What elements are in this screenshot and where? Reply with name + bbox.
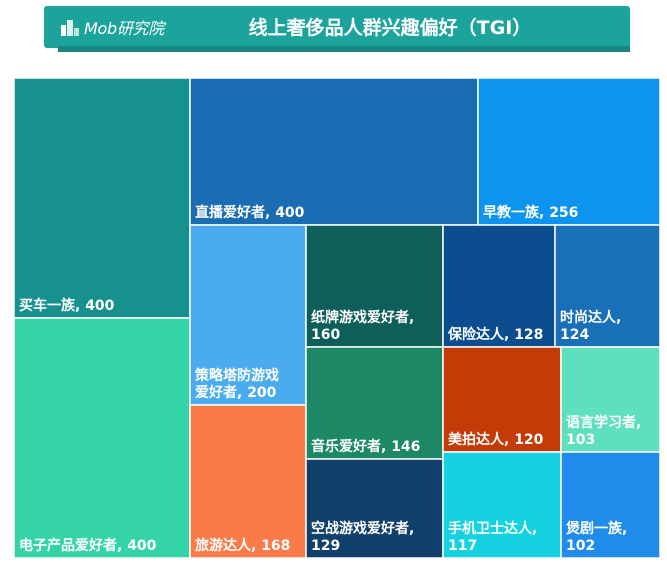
tile-10: 保险达人, 128	[442, 224, 556, 348]
tile-15-rect	[560, 451, 661, 559]
tile-4-label: 早教一族, 256	[483, 204, 578, 221]
tile-15-label: 煲剧一族, 102	[566, 520, 627, 554]
tile-3: 直播爱好者, 400	[189, 77, 479, 226]
tile-4-rect	[477, 77, 661, 226]
tile-7-label: 纸牌游戏爱好者, 160	[311, 309, 414, 343]
tile-14-rect	[442, 451, 562, 559]
tile-7-label-line: 160	[311, 327, 340, 343]
tile-9-label-line: 空战游戏爱好者,	[311, 520, 414, 537]
tile-14: 手机卫士达人, 117	[442, 451, 562, 559]
tile-13-label-line: 语言学习者,	[566, 414, 641, 431]
tile-12-label-line: 美拍达人, 120	[448, 431, 544, 448]
tile-15-label-line: 102	[566, 538, 595, 554]
tile-13-rect	[560, 346, 661, 453]
tile-13: 语言学习者, 103	[560, 346, 661, 453]
tile-6-label: 旅游达人, 168	[195, 537, 290, 554]
tile-6-rect	[189, 404, 307, 559]
chart-title: 线上奢侈品人群兴趣偏好（TGI）	[248, 17, 532, 39]
tile-12-label: 美拍达人, 120	[448, 431, 544, 448]
title-banner-shadow	[58, 46, 630, 52]
tile-8-label: 音乐爱好者, 146	[311, 438, 420, 455]
tile-14-label-line: 手机卫士达人,	[448, 520, 537, 537]
tile-9-rect	[305, 458, 444, 559]
tile-7-label-line: 纸牌游戏爱好者,	[311, 309, 414, 326]
tile-9-label: 空战游戏爱好者, 129	[311, 520, 414, 554]
tile-14-label-line: 117	[448, 538, 477, 554]
tile-10-label: 保险达人, 128	[447, 326, 543, 343]
tile-10-label-line: 保险达人, 128	[447, 326, 543, 343]
tile-3-label: 直播爱好者, 400	[195, 204, 305, 221]
tile-9-label-line: 129	[311, 538, 340, 554]
tile-2-label: 电子产品爱好者, 400	[19, 537, 157, 554]
tile-5-label-line: 策略塔防游戏	[194, 367, 279, 384]
tile-13-label-line: 103	[566, 432, 595, 448]
tile-1-label-line: 买车一族, 400	[19, 297, 115, 314]
logo-text: Mob研究院	[84, 19, 164, 38]
tile-7: 纸牌游戏爱好者, 160	[305, 224, 444, 348]
tile-10-rect	[442, 224, 556, 348]
tile-6: 旅游达人, 168	[189, 404, 307, 559]
tile-5-label-line: 爱好者, 200	[195, 384, 277, 401]
tile-11-label-line: 124	[560, 327, 589, 343]
tile-2: 电子产品爱好者, 400	[13, 317, 191, 559]
tile-14-label: 手机卫士达人, 117	[448, 520, 537, 554]
tile-11-rect	[554, 224, 661, 348]
tile-4: 早教一族, 256	[477, 77, 661, 226]
tile-11-label-line: 时尚达人,	[560, 309, 621, 326]
tile-1-rect	[13, 77, 191, 319]
tile-8-label-line: 音乐爱好者, 146	[311, 438, 420, 455]
tile-2-rect	[13, 317, 191, 559]
tile-4-label-line: 早教一族, 256	[483, 204, 578, 221]
tile-2-label-line: 电子产品爱好者, 400	[19, 537, 157, 554]
tile-9: 空战游戏爱好者, 129	[305, 458, 444, 559]
logo: Mob研究院	[60, 14, 164, 40]
tile-11: 时尚达人, 124	[554, 224, 661, 348]
tile-11-label: 时尚达人, 124	[560, 309, 621, 343]
tile-1: 买车一族, 400	[13, 77, 191, 319]
tile-7-rect	[305, 224, 444, 348]
tile-5-label: 策略塔防游戏爱好者, 200	[194, 367, 279, 401]
tile-8-rect	[305, 346, 444, 460]
tile-5: 策略塔防游戏爱好者, 200	[189, 224, 307, 406]
tile-15-label-line: 煲剧一族,	[566, 520, 627, 537]
tile-1-label: 买车一族, 400	[19, 297, 115, 314]
building-icon	[61, 20, 79, 36]
title-banner	[44, 6, 630, 48]
tile-8: 音乐爱好者, 146	[305, 346, 444, 460]
tile-3-rect	[189, 77, 479, 226]
tile-15: 煲剧一族, 102	[560, 451, 661, 559]
tile-6-label-line: 旅游达人, 168	[195, 537, 290, 554]
tile-13-label: 语言学习者, 103	[566, 414, 641, 448]
tile-3-label-line: 直播爱好者, 400	[195, 204, 305, 221]
tile-12: 美拍达人, 120	[442, 346, 562, 453]
